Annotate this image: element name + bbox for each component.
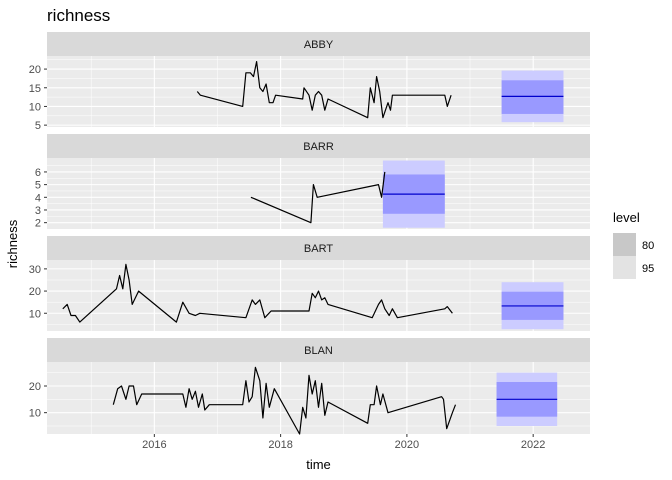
strip-background	[47, 236, 590, 260]
forecast-80-band	[501, 80, 564, 114]
strip-label: BARR	[303, 141, 334, 153]
x-axis: 2016 2018 2020 2022	[142, 434, 545, 451]
legend-label: 95	[642, 263, 654, 275]
strip-background	[47, 338, 590, 362]
strip-label: BART	[304, 243, 333, 255]
strip-label: ABBY	[304, 39, 334, 51]
legend-key-80	[613, 233, 636, 256]
x-axis-title: time	[306, 457, 331, 472]
y-tick-label: 10	[29, 101, 41, 113]
strip-label: BLAN	[304, 345, 333, 357]
y-tick-label: 5	[35, 120, 41, 132]
y-tick-label: 2	[35, 218, 41, 230]
y-tick-label: 10	[29, 308, 41, 320]
x-tick-label: 2018	[268, 439, 292, 451]
y-tick-label: 20	[29, 381, 41, 393]
x-tick-label: 2022	[521, 439, 545, 451]
series-line	[196, 60, 452, 119]
y-axis-title: richness	[5, 219, 20, 268]
y-tick-label: 5	[35, 180, 41, 192]
y-tick-label: 30	[29, 264, 41, 276]
facet-bart: BART 10 20 30	[29, 236, 590, 331]
legend-title: level	[613, 210, 640, 225]
x-tick-label: 2016	[142, 439, 166, 451]
chart-title: richness	[47, 6, 110, 25]
y-tick-label: 15	[29, 83, 41, 95]
legend-label: 80	[642, 240, 654, 252]
y-tick-label: 4	[35, 192, 41, 204]
x-tick-label: 2020	[395, 439, 419, 451]
panel-background	[47, 260, 590, 331]
series-line	[250, 171, 386, 224]
y-tick-label: 20	[29, 64, 41, 76]
strip-background	[47, 134, 590, 158]
legend-items: 80 95	[613, 233, 654, 279]
y-tick-label: 10	[29, 408, 41, 420]
legend-key-95	[613, 256, 636, 279]
series-line	[112, 366, 457, 435]
y-tick-label: 3	[35, 205, 41, 217]
y-tick-label: 20	[29, 286, 41, 298]
series-line	[62, 263, 453, 323]
strip-background	[47, 32, 590, 56]
facet-blan: BLAN 10 20	[29, 338, 590, 435]
legend: level 80 95	[613, 210, 654, 279]
panel-background	[47, 158, 590, 229]
facet-abby: ABBY 5 10 15 20	[29, 32, 590, 132]
y-tick-label: 6	[35, 167, 41, 179]
